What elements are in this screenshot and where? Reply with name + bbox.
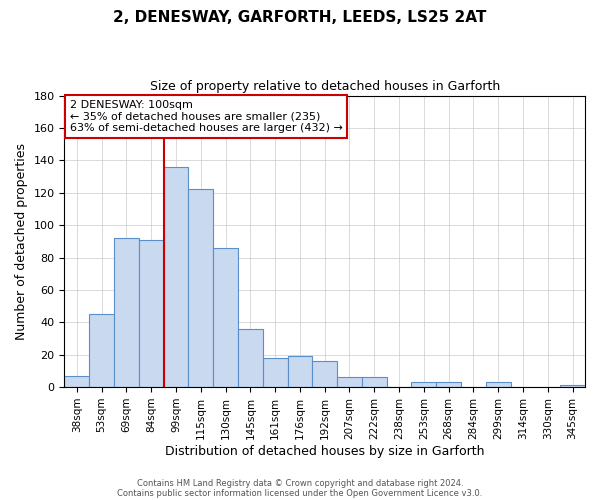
Bar [313,361,337,387]
Bar [114,238,139,387]
Bar [64,376,89,387]
Text: Contains public sector information licensed under the Open Government Licence v3: Contains public sector information licen… [118,488,482,498]
Bar [164,167,188,387]
Bar [263,358,287,387]
Bar [287,356,313,387]
Bar [89,314,114,387]
Bar [213,248,238,387]
Bar [337,378,362,387]
Bar [436,382,461,387]
Bar [139,240,164,387]
Text: 2, DENESWAY, GARFORTH, LEEDS, LS25 2AT: 2, DENESWAY, GARFORTH, LEEDS, LS25 2AT [113,10,487,25]
Bar [238,329,263,387]
Text: 2 DENESWAY: 100sqm
← 35% of detached houses are smaller (235)
63% of semi-detach: 2 DENESWAY: 100sqm ← 35% of detached hou… [70,100,343,133]
Y-axis label: Number of detached properties: Number of detached properties [15,143,28,340]
Bar [412,382,436,387]
Text: Contains HM Land Registry data © Crown copyright and database right 2024.: Contains HM Land Registry data © Crown c… [137,478,463,488]
X-axis label: Distribution of detached houses by size in Garforth: Distribution of detached houses by size … [165,444,484,458]
Bar [188,190,213,387]
Bar [486,382,511,387]
Bar [362,378,386,387]
Bar [560,386,585,387]
Title: Size of property relative to detached houses in Garforth: Size of property relative to detached ho… [149,80,500,93]
